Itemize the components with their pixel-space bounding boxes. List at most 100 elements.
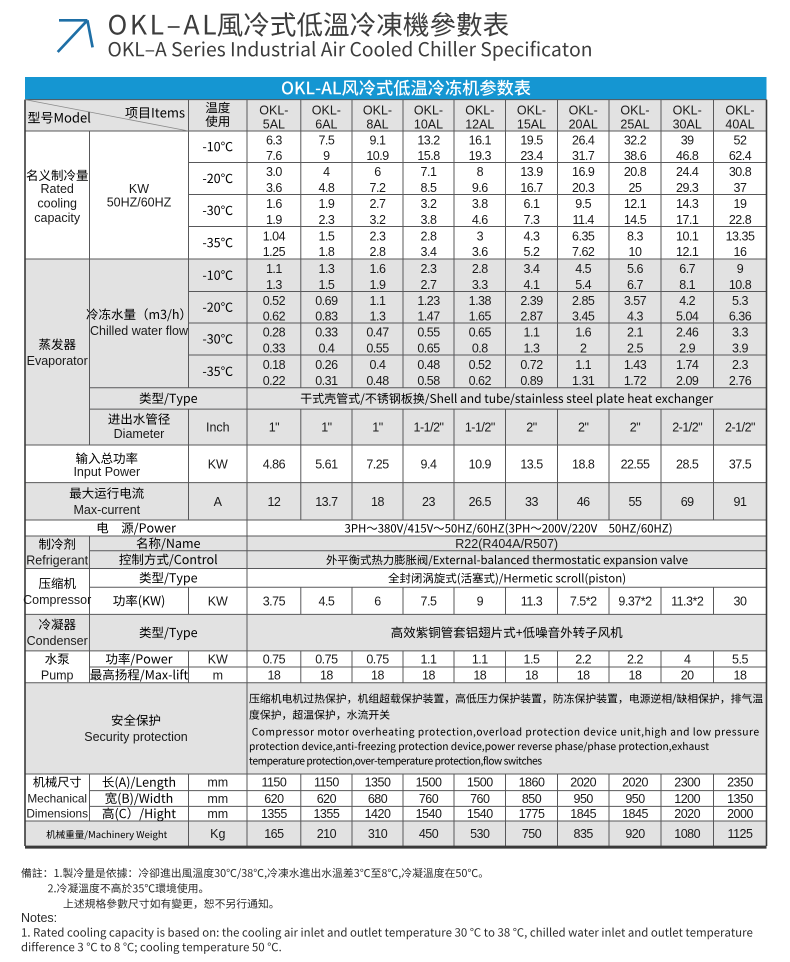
svg-text:1.47: 1.47 bbox=[417, 310, 440, 324]
svg-text:1540: 1540 bbox=[416, 807, 442, 821]
svg-text:26.4: 26.4 bbox=[572, 134, 595, 148]
svg-text:18: 18 bbox=[473, 668, 486, 682]
svg-text:OKL-: OKL- bbox=[620, 103, 649, 117]
svg-text:10: 10 bbox=[629, 245, 642, 259]
svg-text:Compressor: Compressor bbox=[23, 593, 91, 607]
svg-text:52: 52 bbox=[734, 134, 747, 148]
svg-text:KW: KW bbox=[208, 594, 228, 608]
svg-text:3.9: 3.9 bbox=[732, 341, 748, 355]
svg-text:23: 23 bbox=[422, 495, 435, 509]
svg-text:3.3: 3.3 bbox=[472, 278, 488, 292]
svg-text:0.62: 0.62 bbox=[469, 374, 492, 388]
svg-text:2.7: 2.7 bbox=[370, 197, 386, 211]
svg-text:9.1: 9.1 bbox=[370, 134, 386, 148]
svg-text:2.3: 2.3 bbox=[370, 229, 386, 243]
svg-text:10.1: 10.1 bbox=[676, 229, 699, 243]
svg-text:Kg: Kg bbox=[210, 827, 225, 841]
svg-text:46: 46 bbox=[577, 495, 590, 509]
svg-text:760: 760 bbox=[419, 792, 439, 806]
svg-text:0.55: 0.55 bbox=[417, 326, 440, 340]
svg-text:m: m bbox=[213, 668, 223, 682]
svg-text:18: 18 bbox=[371, 668, 384, 682]
svg-text:0.65: 0.65 bbox=[417, 341, 440, 355]
svg-text:4: 4 bbox=[323, 165, 330, 179]
svg-text:55: 55 bbox=[629, 495, 642, 509]
svg-text:6: 6 bbox=[374, 165, 381, 179]
svg-text:6: 6 bbox=[374, 594, 381, 608]
svg-text:0.26: 0.26 bbox=[315, 358, 338, 372]
svg-text:OKL-: OKL- bbox=[517, 103, 546, 117]
svg-text:1.1: 1.1 bbox=[472, 653, 488, 667]
svg-text:11.4: 11.4 bbox=[572, 213, 594, 227]
svg-text:1150: 1150 bbox=[261, 776, 286, 790]
svg-text:3.4: 3.4 bbox=[524, 262, 540, 276]
svg-text:1.6: 1.6 bbox=[575, 326, 591, 340]
svg-text:1-1/2": 1-1/2" bbox=[414, 421, 444, 435]
svg-text:Evaporator: Evaporator bbox=[27, 354, 88, 368]
svg-text:3.75: 3.75 bbox=[263, 594, 286, 608]
svg-text:1.38: 1.38 bbox=[469, 294, 492, 308]
svg-text:OKL-: OKL- bbox=[363, 103, 392, 117]
svg-text:3.8: 3.8 bbox=[421, 213, 437, 227]
svg-text:2": 2" bbox=[630, 421, 640, 435]
svg-text:9: 9 bbox=[737, 262, 744, 276]
svg-text:46.8: 46.8 bbox=[676, 149, 699, 163]
svg-text:0.33: 0.33 bbox=[263, 341, 286, 355]
svg-text:KW: KW bbox=[129, 182, 149, 196]
svg-text:1-1/2": 1-1/2" bbox=[465, 421, 495, 435]
svg-text:1.1: 1.1 bbox=[524, 326, 540, 340]
svg-text:OKL-: OKL- bbox=[312, 103, 341, 117]
svg-text:0.55: 0.55 bbox=[366, 341, 389, 355]
svg-text:14.5: 14.5 bbox=[624, 213, 647, 227]
svg-text:1500: 1500 bbox=[467, 776, 493, 790]
svg-text:2: 2 bbox=[580, 341, 587, 355]
svg-text:18: 18 bbox=[320, 668, 333, 682]
svg-text:1.65: 1.65 bbox=[469, 310, 492, 324]
svg-text:1150: 1150 bbox=[314, 776, 339, 790]
svg-text:1355: 1355 bbox=[313, 807, 339, 821]
svg-text:1500: 1500 bbox=[416, 776, 442, 790]
svg-text:25AL: 25AL bbox=[620, 118, 649, 132]
svg-text:1.3: 1.3 bbox=[370, 310, 386, 324]
svg-text:2.85: 2.85 bbox=[572, 294, 595, 308]
svg-text:0.8: 0.8 bbox=[472, 341, 488, 355]
svg-text:0.75: 0.75 bbox=[263, 653, 286, 667]
svg-text:A: A bbox=[214, 495, 223, 509]
svg-text:1.3: 1.3 bbox=[266, 278, 282, 292]
svg-text:2": 2" bbox=[578, 421, 588, 435]
svg-text:OKL-: OKL- bbox=[725, 103, 754, 117]
svg-text:20: 20 bbox=[681, 668, 694, 682]
svg-text:4.5: 4.5 bbox=[575, 262, 591, 276]
svg-text:1845: 1845 bbox=[570, 807, 596, 821]
svg-text:1.5: 1.5 bbox=[318, 278, 334, 292]
svg-text:16.7: 16.7 bbox=[520, 181, 543, 195]
svg-text:5.6: 5.6 bbox=[627, 262, 643, 276]
svg-text:12: 12 bbox=[267, 495, 280, 509]
svg-text:13.5: 13.5 bbox=[520, 457, 543, 471]
svg-text:12AL: 12AL bbox=[465, 118, 494, 132]
svg-text:1540: 1540 bbox=[467, 807, 493, 821]
svg-text:16: 16 bbox=[734, 245, 747, 259]
svg-text:850: 850 bbox=[522, 792, 542, 806]
svg-text:18: 18 bbox=[525, 668, 538, 682]
svg-text:0.58: 0.58 bbox=[417, 374, 440, 388]
svg-text:9: 9 bbox=[323, 149, 330, 163]
svg-text:0.48: 0.48 bbox=[366, 374, 389, 388]
svg-text:2350: 2350 bbox=[727, 776, 753, 790]
svg-text:20AL: 20AL bbox=[569, 118, 598, 132]
svg-text:0.4: 0.4 bbox=[318, 341, 334, 355]
svg-text:2.9: 2.9 bbox=[679, 341, 695, 355]
svg-text:2.39: 2.39 bbox=[520, 294, 543, 308]
svg-text:30: 30 bbox=[734, 594, 747, 608]
svg-text:62.4: 62.4 bbox=[729, 149, 752, 163]
svg-text:9.6: 9.6 bbox=[472, 181, 488, 195]
svg-text:3.8: 3.8 bbox=[472, 197, 488, 211]
svg-text:1.6: 1.6 bbox=[370, 262, 386, 276]
svg-text:1420: 1420 bbox=[365, 807, 391, 821]
svg-text:2020: 2020 bbox=[570, 776, 596, 790]
svg-text:31.7: 31.7 bbox=[572, 149, 595, 163]
svg-text:1.72: 1.72 bbox=[624, 374, 647, 388]
svg-text:18: 18 bbox=[629, 668, 642, 682]
svg-text:1.74: 1.74 bbox=[676, 358, 699, 372]
svg-text:6.36: 6.36 bbox=[729, 310, 752, 324]
